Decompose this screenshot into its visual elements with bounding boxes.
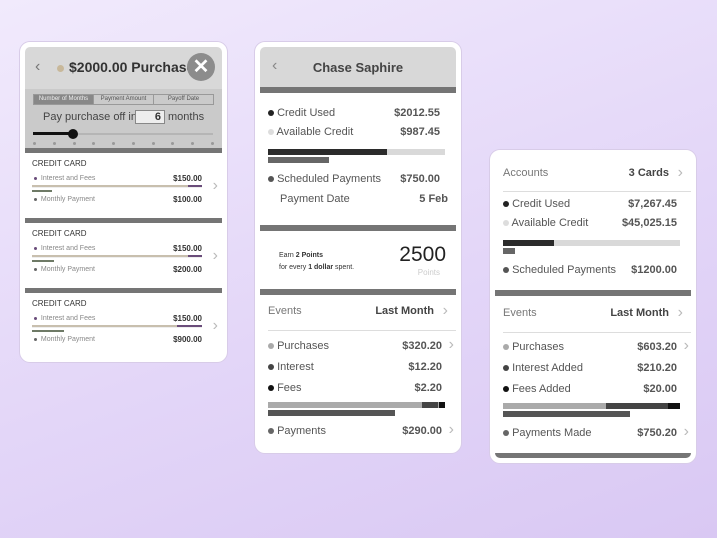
purchase-card: ‹ $2000.00 Purchase ✕ Number of Months P…: [20, 42, 227, 362]
payment-date-row: Payment Date 5 Feb: [280, 193, 448, 205]
payments-row[interactable]: Payments Made $750.20 ›: [503, 423, 689, 440]
chevron-right-icon: ›: [683, 423, 689, 440]
events-period-row[interactable]: Events Last Month ›: [268, 302, 448, 319]
tab-number-of-months[interactable]: Number of Months: [34, 95, 93, 104]
payment-value: $900.00: [173, 335, 202, 344]
interest-row: Interest $12.20: [268, 361, 448, 373]
card-label: CREDIT CARD: [32, 299, 87, 308]
available-credit-row: Available Credit $987.45: [268, 126, 448, 138]
chevron-right-icon: ›: [212, 247, 218, 264]
payment-label: Monthly Payment: [34, 266, 95, 273]
chevron-right-icon: ›: [448, 336, 454, 353]
fees-row: Fees $2.20: [268, 382, 448, 394]
earn-points-text: Earn 2 Points for every 1 dollar spent.: [279, 252, 355, 271]
interest-bar: [32, 255, 202, 258]
page-title: Chase Saphire: [312, 60, 404, 75]
credit-card-item[interactable]: CREDIT CARD Interest and Fees $150.00 Mo…: [25, 153, 222, 218]
months-label: months: [168, 111, 205, 123]
scheduled-bar: [268, 157, 329, 163]
months-slider[interactable]: [33, 129, 213, 139]
chevron-right-icon: ›: [683, 337, 689, 354]
chase-header: ‹ Chase Saphire: [260, 47, 456, 87]
chevron-right-icon: ›: [212, 177, 218, 194]
chevron-right-icon: ›: [442, 302, 448, 319]
payments-row[interactable]: Payments $290.00 ›: [268, 421, 454, 438]
credit-used-row: Credit Used $7,267.45: [503, 198, 683, 210]
status-dot-icon: [57, 65, 64, 72]
interest-value: $150.00: [173, 244, 202, 253]
chevron-right-icon: ›: [448, 421, 454, 438]
controls-area: Number of Months Payment Amount Payoff D…: [25, 89, 222, 148]
interest-bar: [32, 325, 202, 328]
interest-label: Interest and Fees: [34, 245, 95, 252]
months-input[interactable]: 6: [135, 110, 165, 124]
credit-bar: [503, 240, 680, 246]
scheduled-row: Scheduled Payments $750.00: [268, 173, 448, 185]
points-label: Points: [417, 268, 440, 277]
chase-card: ‹ Chase Saphire Credit Used $2012.55 Avai…: [255, 42, 461, 453]
payment-bar: [32, 330, 64, 332]
back-icon[interactable]: ‹: [272, 57, 278, 74]
credit-used-row: Credit Used $2012.55: [268, 107, 448, 119]
events-period-row[interactable]: Events Last Month ›: [503, 304, 683, 321]
scheduled-row: Scheduled Payments $1200.00: [503, 264, 683, 276]
scheduled-bar: [503, 248, 515, 254]
page-title: $2000.00 Purchase: [69, 59, 195, 75]
payment-bar: [32, 260, 54, 262]
card-label: CREDIT CARD: [32, 229, 87, 238]
fees-row: Fees Added $20.00: [503, 383, 683, 395]
slider-handle[interactable]: [67, 129, 78, 139]
events-bar: [268, 402, 445, 408]
credit-bar: [268, 149, 445, 155]
pay-label: Pay purchase off in: [43, 111, 137, 123]
points-value: 2500: [399, 243, 446, 266]
payments-bar: [503, 411, 630, 417]
interest-label: Interest and Fees: [34, 175, 95, 182]
interest-value: $150.00: [173, 174, 202, 183]
purchases-row[interactable]: Purchases $603.20 ›: [503, 337, 689, 354]
payment-label: Monthly Payment: [34, 196, 95, 203]
chevron-right-icon: ›: [677, 164, 683, 181]
slider-ticks: [33, 142, 214, 145]
purchase-header: ‹ $2000.00 Purchase ✕: [25, 47, 222, 89]
interest-label: Interest and Fees: [34, 315, 95, 322]
available-credit-row: Available Credit $45,025.15: [503, 217, 683, 229]
back-icon[interactable]: ‹: [35, 58, 41, 75]
payment-value: $200.00: [173, 265, 202, 274]
accounts-row[interactable]: Accounts 3 Cards ›: [503, 164, 683, 181]
tab-payment-amount[interactable]: Payment Amount: [93, 95, 153, 104]
purchases-row[interactable]: Purchases $320.20 ›: [268, 336, 454, 353]
chevron-right-icon: ›: [212, 317, 218, 334]
credit-card-item[interactable]: CREDIT CARD Interest and Fees $150.00 Mo…: [25, 223, 222, 288]
accounts-card: Accounts 3 Cards › Credit Used $7,267.45 Av…: [490, 150, 696, 463]
payment-bar: [32, 190, 52, 192]
payments-bar: [268, 410, 395, 416]
interest-bar: [32, 185, 202, 188]
card-label: CREDIT CARD: [32, 159, 87, 168]
interest-row: Interest Added $210.20: [503, 362, 683, 374]
payment-value: $100.00: [173, 195, 202, 204]
tab-payoff-date[interactable]: Payoff Date: [153, 95, 213, 104]
interest-value: $150.00: [173, 314, 202, 323]
credit-card-item[interactable]: CREDIT CARD Interest and Fees $150.00 Mo…: [25, 293, 222, 357]
close-button[interactable]: ✕: [187, 53, 215, 81]
events-bar: [503, 403, 680, 409]
payment-label: Monthly Payment: [34, 336, 95, 343]
chevron-right-icon: ›: [677, 304, 683, 321]
